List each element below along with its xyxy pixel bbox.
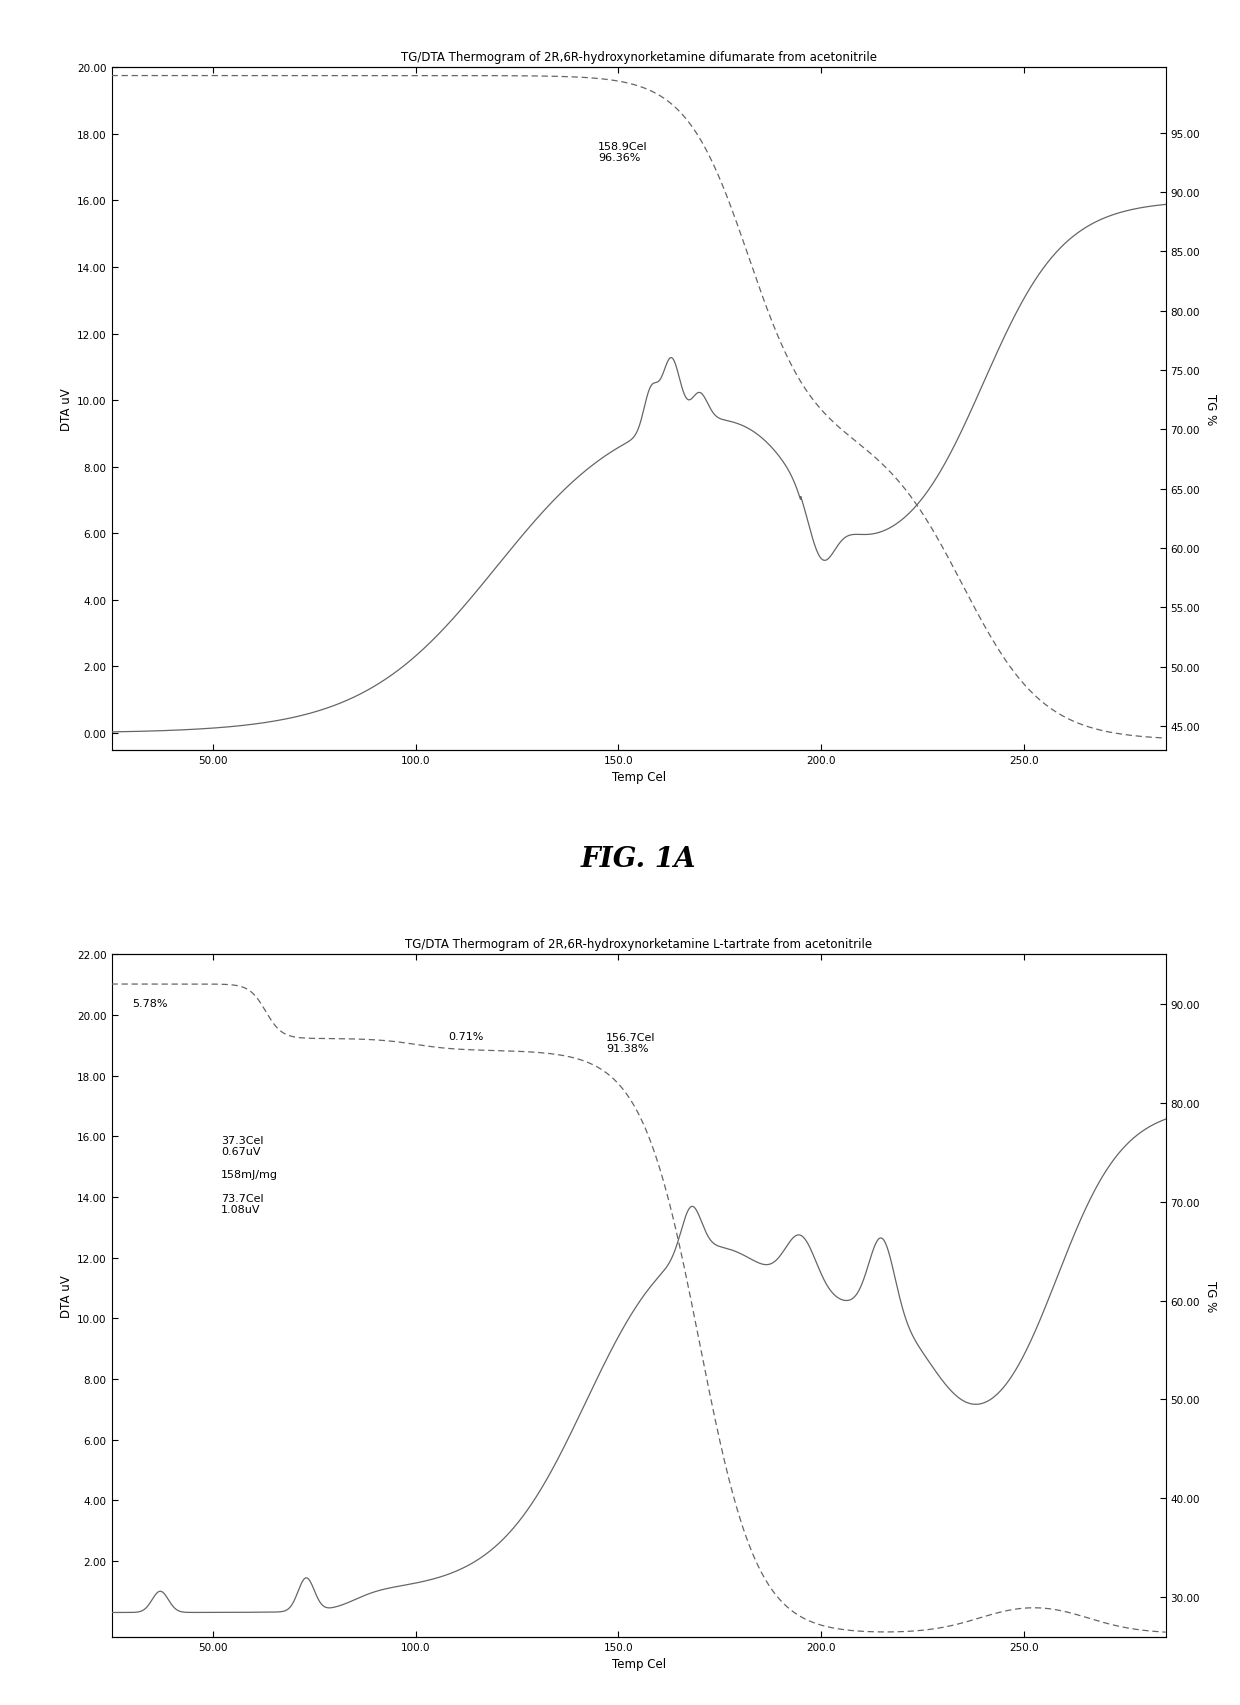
Y-axis label: TG %: TG % (1204, 394, 1218, 425)
Text: 158.9Cel
96.36%: 158.9Cel 96.36% (598, 142, 647, 164)
X-axis label: Temp Cel: Temp Cel (611, 771, 666, 784)
Text: 37.3Cel
0.67uV

158mJ/mg

73.7Cel
1.08uV: 37.3Cel 0.67uV 158mJ/mg 73.7Cel 1.08uV (221, 1136, 278, 1214)
Title: TG/DTA Thermogram of 2R,6R-hydroxynorketamine difumarate from acetonitrile: TG/DTA Thermogram of 2R,6R-hydroxynorket… (401, 51, 877, 65)
X-axis label: Temp Cel: Temp Cel (611, 1657, 666, 1671)
Title: TG/DTA Thermogram of 2R,6R-hydroxynorketamine L-tartrate from acetonitrile: TG/DTA Thermogram of 2R,6R-hydroxynorket… (405, 938, 872, 951)
Text: 156.7Cel
91.38%: 156.7Cel 91.38% (606, 1032, 656, 1054)
Text: 5.78%: 5.78% (131, 999, 167, 1008)
Y-axis label: TG %: TG % (1204, 1280, 1218, 1311)
Y-axis label: DTA uV: DTA uV (60, 387, 73, 431)
Text: FIG. 1A: FIG. 1A (580, 846, 697, 873)
Text: 0.71%: 0.71% (448, 1032, 484, 1042)
Y-axis label: DTA uV: DTA uV (60, 1274, 73, 1318)
